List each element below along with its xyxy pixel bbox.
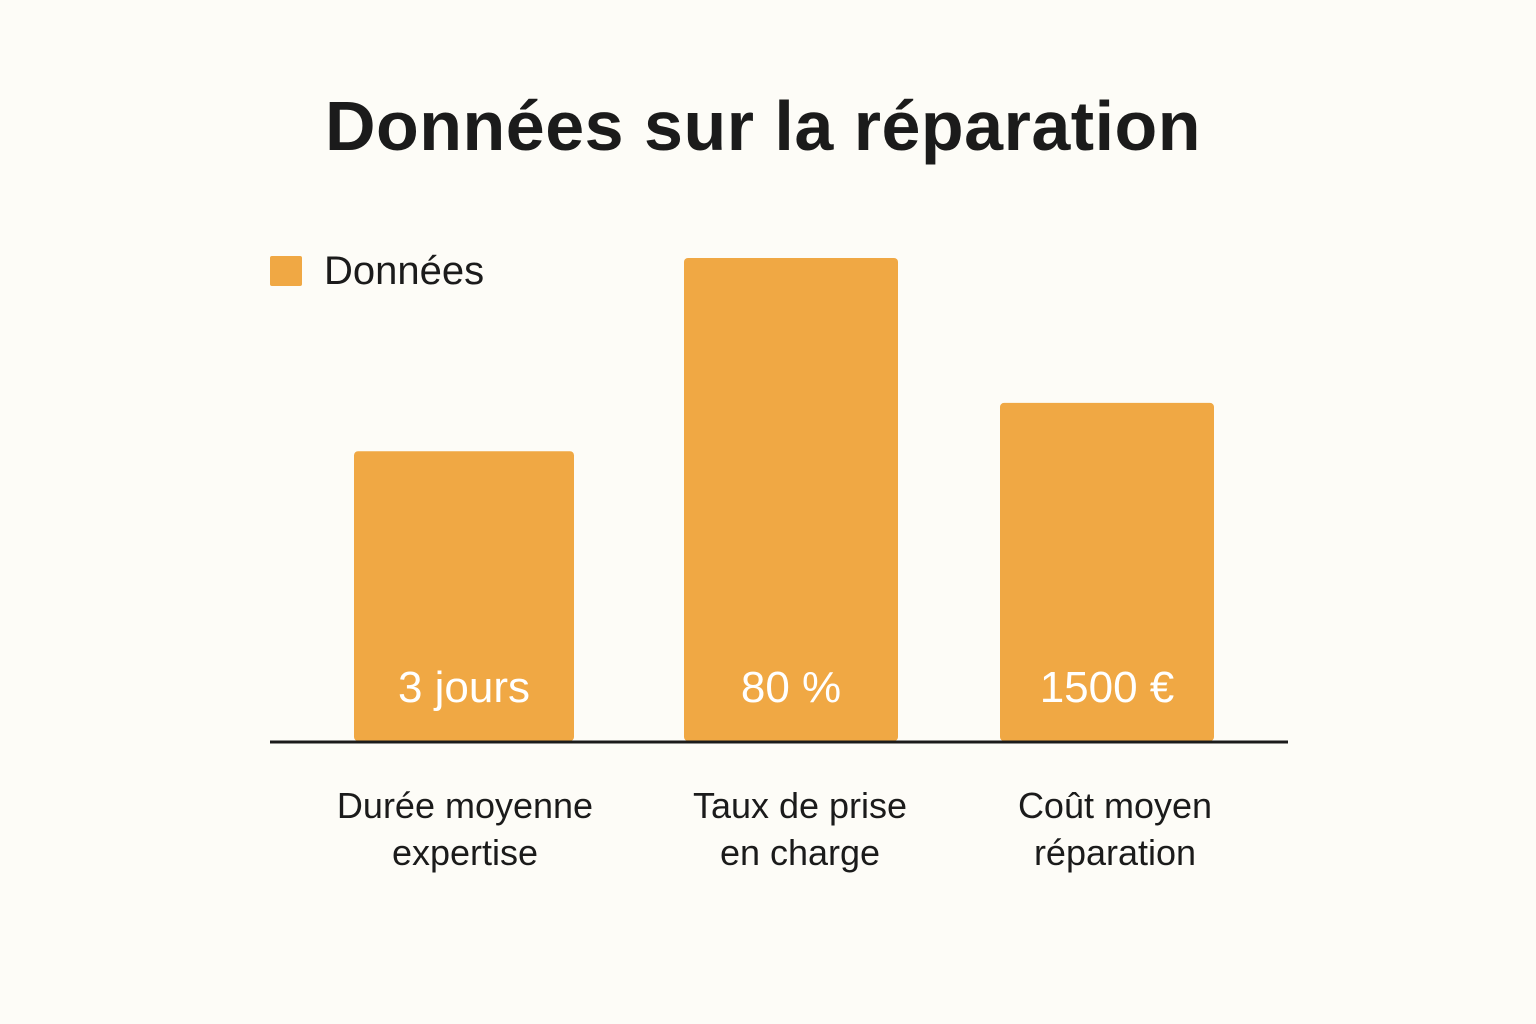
bar-value-label-1: 3 jours	[398, 663, 530, 712]
category-label-cout: Coût moyen réparation	[1017, 785, 1213, 873]
bar-1	[354, 451, 574, 741]
category-label-taux: Taux de prise en charge	[692, 785, 908, 873]
chart-title: Données sur la réparation	[324, 87, 1202, 165]
bars-layer: 3 jours 80 % 1500 €	[354, 258, 1214, 741]
bar-2	[684, 258, 898, 741]
legend-label: Données	[324, 248, 485, 293]
legend-swatch	[270, 256, 302, 286]
category-label-duree: Durée moyenne expertise	[336, 785, 594, 873]
bar-value-label-3: 1500 €	[1040, 663, 1175, 712]
bar-value-label-2: 80 %	[741, 663, 841, 712]
bar-3	[1000, 402, 1214, 741]
chart-legend: Données	[270, 248, 484, 294]
